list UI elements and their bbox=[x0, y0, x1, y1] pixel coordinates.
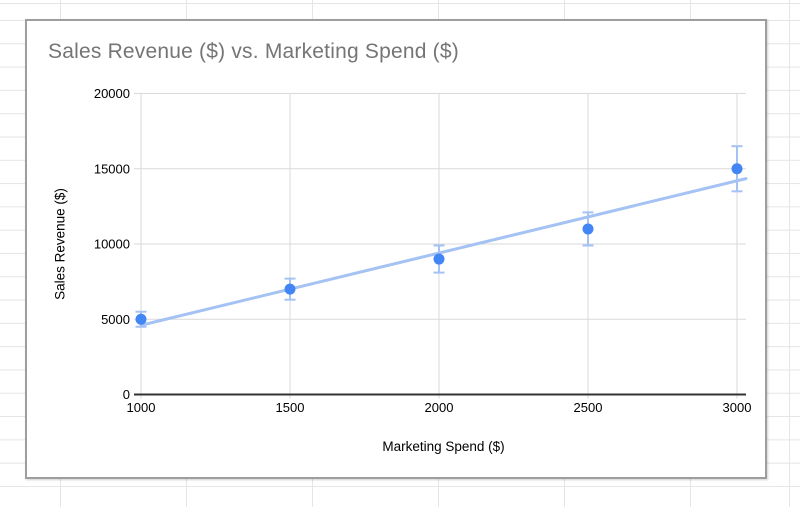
y-tick-label: 0 bbox=[123, 387, 130, 402]
x-tick-label: 2000 bbox=[425, 400, 454, 415]
y-axis-title: Sales Revenue ($) bbox=[52, 188, 68, 300]
y-tick-label: 10000 bbox=[94, 237, 130, 252]
x-tick-label: 2500 bbox=[574, 400, 603, 415]
x-tick-label: 1500 bbox=[276, 400, 305, 415]
data-point[interactable] bbox=[582, 223, 594, 235]
y-tick-label: 15000 bbox=[94, 161, 130, 176]
y-tick-label: 5000 bbox=[101, 312, 130, 327]
spreadsheet-grid-line bbox=[0, 3, 800, 4]
data-point[interactable] bbox=[433, 253, 445, 265]
x-axis-title: Marketing Spend ($) bbox=[382, 439, 505, 454]
scatter-plot: 1000 1500 2000 2500 3000 0 5000 10000 15000 20000 bbox=[94, 86, 752, 415]
x-tick-label: 3000 bbox=[723, 400, 752, 415]
chart-title: Sales Revenue ($) vs. Marketing Spend ($… bbox=[48, 40, 459, 63]
data-point[interactable] bbox=[284, 283, 296, 295]
x-tick-label: 1000 bbox=[127, 400, 156, 415]
spreadsheet-grid-line bbox=[789, 0, 790, 507]
data-point[interactable] bbox=[731, 163, 743, 175]
data-point[interactable] bbox=[135, 313, 147, 325]
chart-card[interactable]: Sales Revenue ($) vs. Marketing Spend ($… bbox=[25, 19, 767, 479]
trendline[interactable] bbox=[139, 177, 748, 327]
y-tick-label: 20000 bbox=[94, 86, 130, 101]
